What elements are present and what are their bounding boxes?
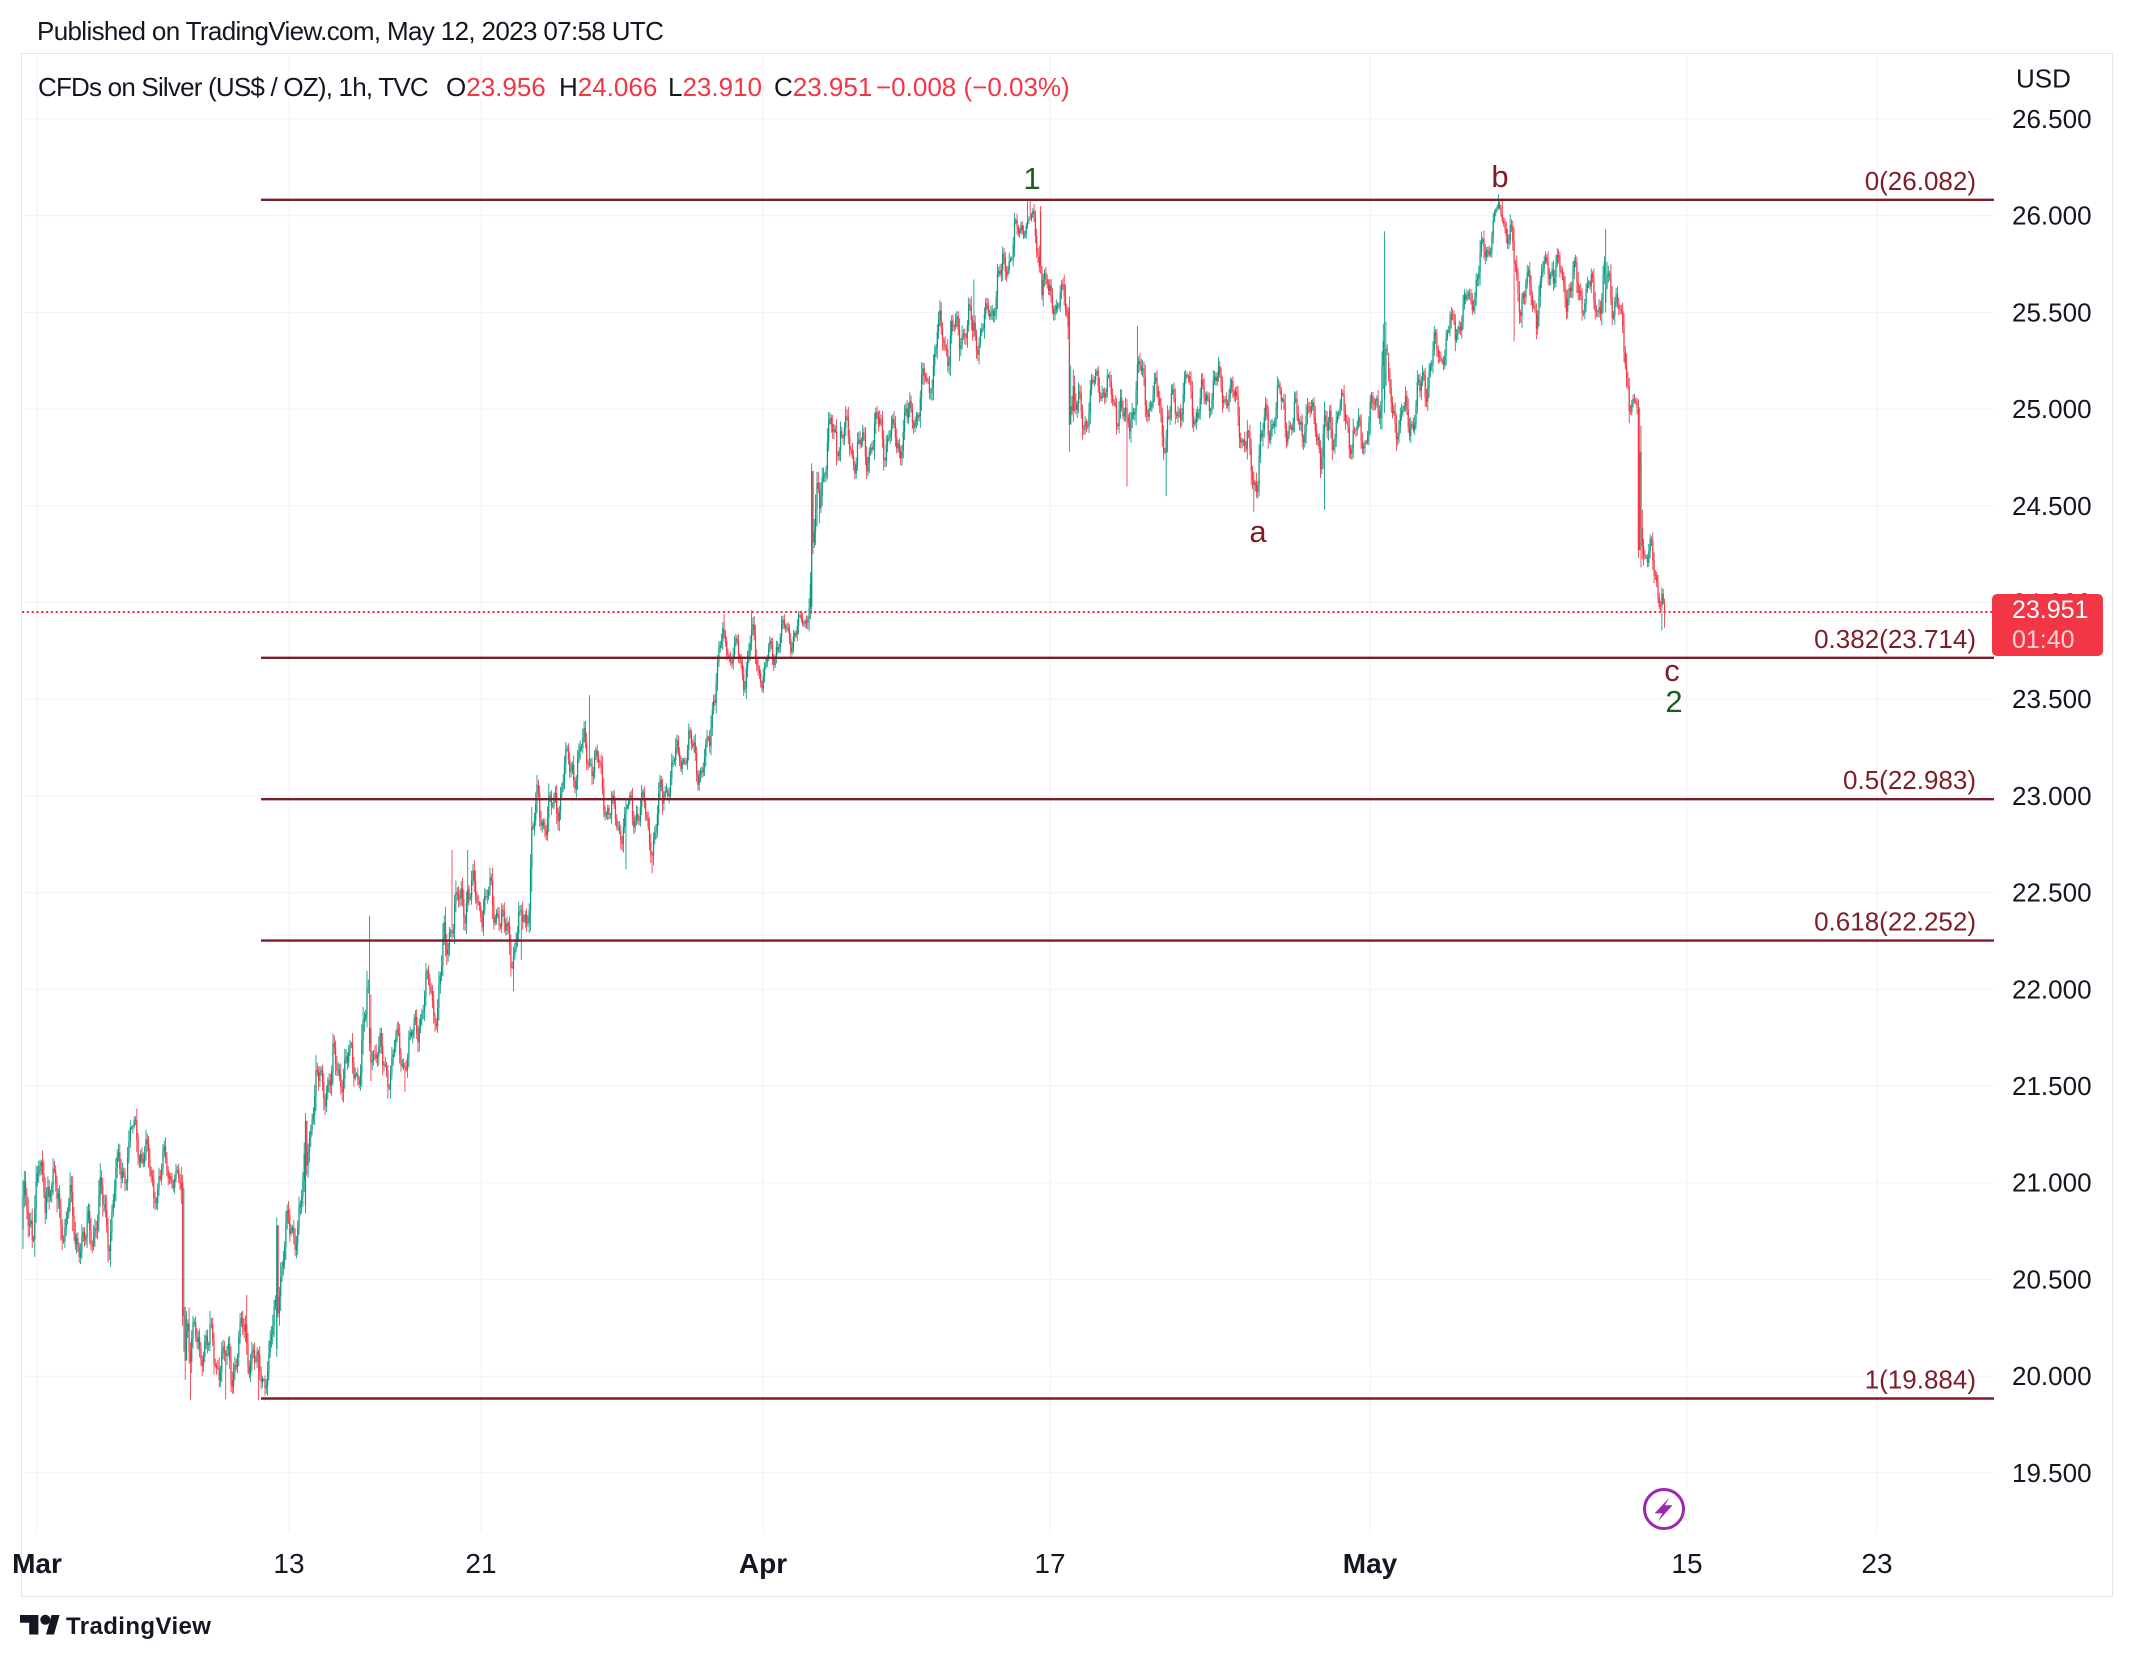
svg-text:23: 23 [1861,1548,1892,1579]
svg-text:21.500: 21.500 [2012,1071,2092,1101]
svg-text:25.000: 25.000 [2012,394,2092,424]
svg-text:13: 13 [273,1548,304,1579]
svg-text:0.5(22.983): 0.5(22.983) [1843,765,1976,795]
svg-text:25.500: 25.500 [2012,297,2092,327]
svg-text:c: c [1664,653,1680,688]
svg-text:23.951: 23.951 [2012,596,2088,624]
svg-text:a: a [1249,514,1267,549]
svg-text:USD: USD [2016,64,2071,94]
svg-text:21: 21 [465,1548,496,1579]
svg-text:22.000: 22.000 [2012,974,2092,1004]
svg-text:26.500: 26.500 [2012,104,2092,134]
svg-text:Apr: Apr [739,1548,787,1579]
svg-text:0.618(22.252): 0.618(22.252) [1814,907,1976,937]
svg-text:0(26.082): 0(26.082) [1865,166,1976,196]
svg-text:23.500: 23.500 [2012,684,2092,714]
svg-text:b: b [1491,159,1508,194]
svg-text:19.500: 19.500 [2012,1458,2092,1488]
svg-text:1: 1 [1023,161,1040,196]
svg-text:21.000: 21.000 [2012,1168,2092,1198]
svg-text:2: 2 [1665,684,1682,719]
svg-text:May: May [1343,1548,1398,1579]
svg-text:22.500: 22.500 [2012,878,2092,908]
svg-text:17: 17 [1034,1548,1065,1579]
svg-text:1(19.884): 1(19.884) [1865,1365,1976,1395]
svg-text:20.500: 20.500 [2012,1264,2092,1294]
svg-text:Mar: Mar [12,1548,62,1579]
svg-text:26.000: 26.000 [2012,201,2092,231]
svg-text:23.000: 23.000 [2012,781,2092,811]
svg-text:24.500: 24.500 [2012,491,2092,521]
svg-text:20.000: 20.000 [2012,1361,2092,1391]
svg-text:15: 15 [1671,1548,1702,1579]
svg-text:0.382(23.714): 0.382(23.714) [1814,624,1976,654]
svg-text:01:40: 01:40 [2012,626,2075,654]
